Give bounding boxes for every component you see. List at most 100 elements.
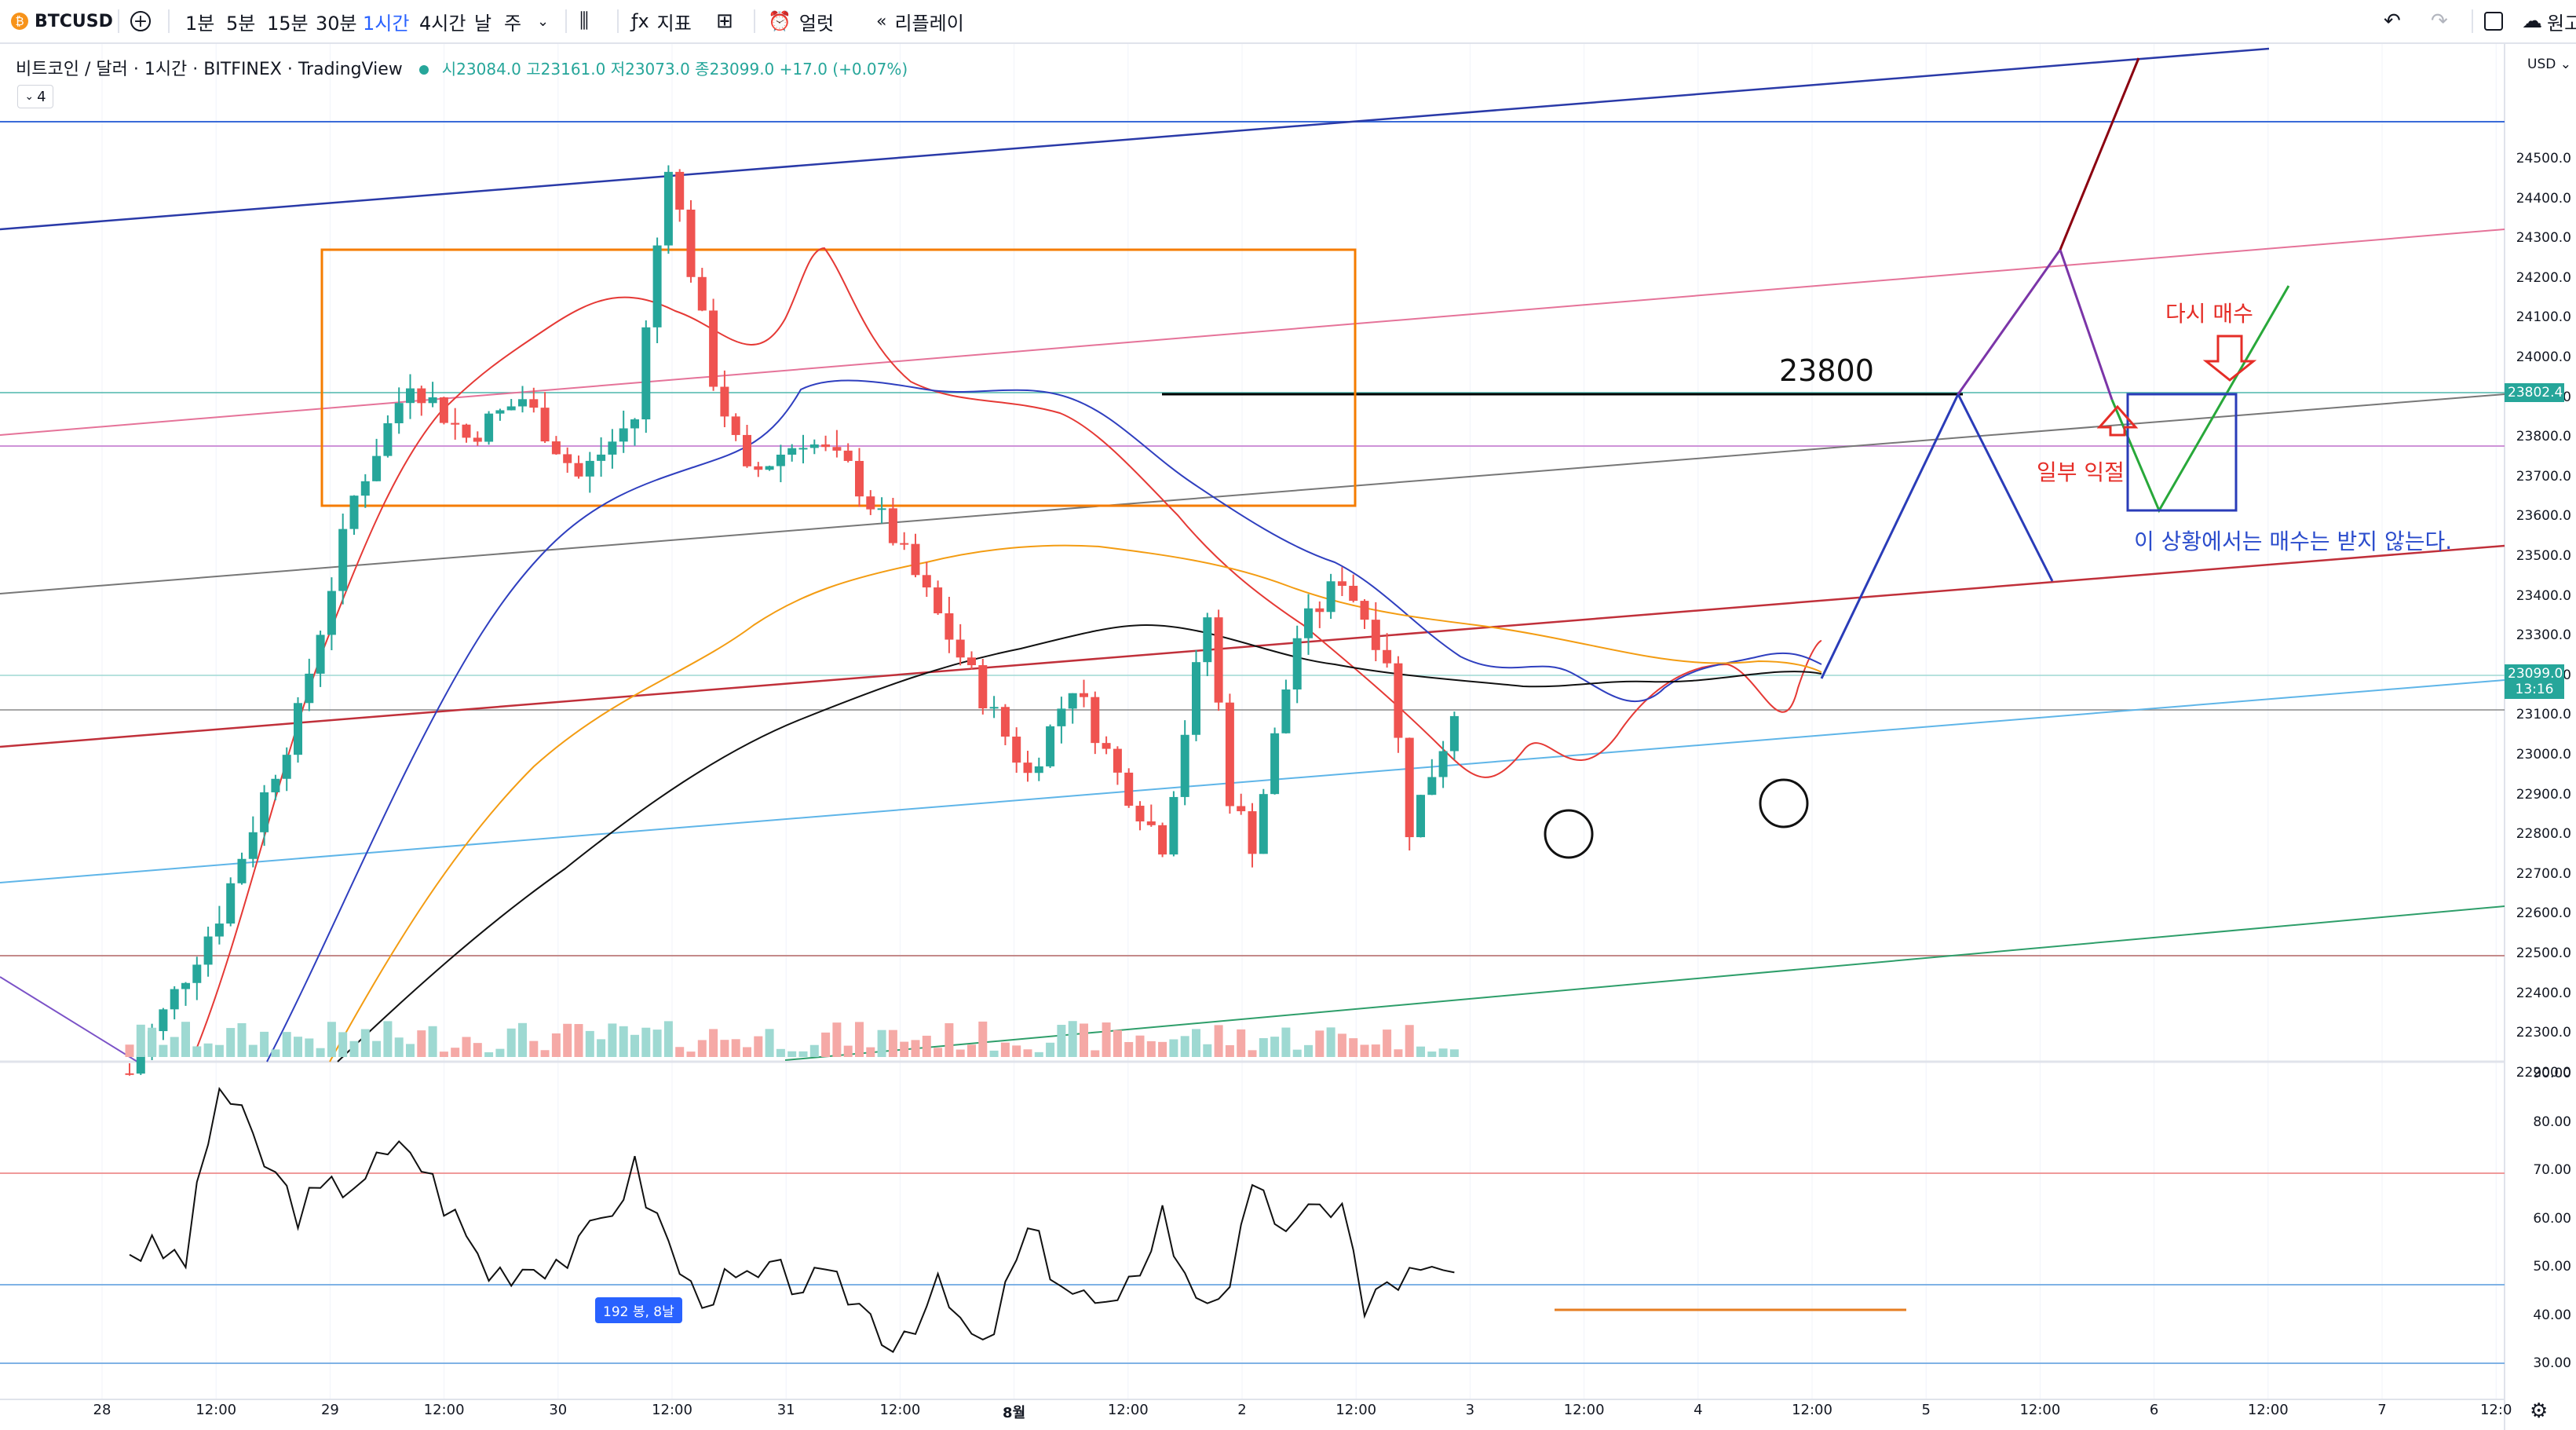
interval-week[interactable]: 주 — [504, 0, 521, 42]
volume-bar — [809, 1044, 819, 1057]
candle-body — [1449, 715, 1459, 752]
rebuy-label: 다시 매수 — [2165, 301, 2253, 327]
undo-button[interactable]: ↶ — [2384, 0, 2401, 42]
volume-bar — [955, 1049, 965, 1057]
alert-button[interactable]: ⏰ 얼럿 — [768, 0, 834, 42]
divider — [118, 9, 119, 33]
interval-1h[interactable]: 1시간 — [363, 0, 409, 42]
volume-bar — [406, 1044, 415, 1057]
chevron-down-icon: ⌄ — [2560, 57, 2571, 72]
volume-bar — [439, 1051, 448, 1057]
candle-body — [506, 406, 516, 411]
layout-button[interactable] — [2484, 0, 2503, 42]
candle-body — [798, 448, 808, 450]
volume-bar — [1192, 1029, 1200, 1057]
add-symbol-button[interactable]: + — [130, 0, 151, 42]
symbol-search[interactable]: ₿ BTCUSD — [11, 0, 113, 42]
volume-bar — [1416, 1046, 1425, 1057]
volume-bar — [866, 1047, 875, 1057]
volume-bar — [1383, 1030, 1392, 1057]
volume-bar — [1304, 1044, 1313, 1057]
currency-selector[interactable]: USD ⌄ — [2527, 57, 2571, 72]
time-axis-label: 12:00 — [652, 1402, 692, 1418]
volume-bar — [743, 1047, 751, 1057]
volume-bar — [462, 1037, 471, 1057]
volume-bar — [383, 1021, 393, 1057]
time-axis-label: 12:00 — [1336, 1402, 1377, 1418]
ohlc-values: 시23084.0 고23161.0 저23073.0 종23099.0 +17.… — [441, 60, 908, 79]
symbol-description[interactable]: 비트코인 / 달러 · 1시간 · BITFINEX · TradingView — [16, 60, 403, 79]
current-price-tag: 23099.0 13:16 — [2505, 664, 2564, 699]
time-axis-label: 30 — [549, 1402, 568, 1418]
volume-bar — [495, 1048, 505, 1057]
candle-body — [260, 792, 269, 832]
cloud-save-button[interactable]: ☁ 원고 — [2522, 0, 2576, 42]
interval-4h[interactable]: 4시간 — [419, 0, 466, 42]
time-axis-label: 29 — [320, 1402, 339, 1418]
volume-bar — [597, 1039, 606, 1057]
indicators-button[interactable]: ƒx 지표 — [631, 0, 692, 42]
interval-1m[interactable]: 1분 — [185, 0, 214, 42]
settings-gear-icon[interactable]: ⚙ — [2530, 1399, 2549, 1423]
replay-label: 리플레이 — [894, 12, 964, 35]
volume-bar — [1113, 1030, 1122, 1057]
price-axis-label: 22900.0 — [2516, 786, 2571, 803]
price-axis-label: 22500.0 — [2516, 945, 2571, 961]
candle-body — [697, 276, 707, 311]
candle-body — [1214, 617, 1223, 703]
rewind-icon: « — [876, 11, 887, 31]
redo-button[interactable]: ↷ — [2431, 0, 2448, 42]
templates-button[interactable]: ⊞ — [716, 0, 733, 42]
volume-bar — [608, 1023, 617, 1057]
candle-body — [945, 613, 954, 640]
candle-body — [787, 448, 797, 455]
time-axis-label: 4 — [1694, 1402, 1703, 1418]
candle-body — [720, 386, 729, 417]
candle-body — [574, 463, 583, 477]
candle-body — [1237, 806, 1246, 812]
low-circle-1 — [1544, 809, 1594, 859]
indicators-collapse-button[interactable]: ⌄ 4 — [17, 85, 53, 108]
candle-body — [1158, 825, 1167, 855]
trendline-purple — [0, 976, 138, 1062]
candle-body — [1180, 734, 1189, 797]
volume-bar — [686, 1051, 696, 1057]
currency-label: USD — [2527, 57, 2556, 72]
indicators-label: 지표 — [656, 12, 692, 35]
volume-bar — [934, 1048, 943, 1057]
price-axis-label: 24000.0 — [2516, 349, 2571, 365]
interval-5m[interactable]: 5분 — [226, 0, 255, 42]
candle-body — [1034, 766, 1043, 774]
volume-bar — [181, 1022, 190, 1057]
trendline-lightblue — [0, 679, 2505, 883]
chart-canvas[interactable] — [0, 44, 2576, 1430]
price-axis-label: 23000.0 — [2516, 747, 2571, 763]
volume-bar — [922, 1035, 931, 1057]
price-axis-label: 24300.0 — [2516, 230, 2571, 247]
candle-body — [978, 665, 988, 709]
candle-body — [383, 422, 393, 456]
volume-bar — [1427, 1051, 1437, 1057]
volume-bar — [1337, 1033, 1346, 1057]
candle-body — [776, 454, 785, 466]
grid — [101, 44, 2497, 1399]
chart-type-button[interactable]: ⫼ — [579, 0, 589, 42]
candle-body — [406, 388, 415, 404]
candle-body — [843, 450, 853, 461]
candle-body — [1394, 663, 1403, 738]
level-label: 23800 — [1779, 353, 1874, 388]
volume-bar — [428, 1026, 437, 1057]
replay-button[interactable]: « 리플레이 — [876, 0, 964, 42]
candle-body — [1192, 662, 1200, 735]
interval-day[interactable]: 날 — [474, 0, 491, 42]
candle-body — [821, 444, 831, 448]
ma-orange-line — [329, 544, 1822, 1062]
candle-body — [597, 454, 606, 461]
candle-body — [731, 416, 740, 435]
candle-body — [1427, 777, 1437, 795]
candle-body — [709, 310, 718, 387]
interval-dropdown[interactable]: ⌄ — [537, 0, 549, 42]
interval-15m[interactable]: 15분 — [267, 0, 309, 42]
volume-bar — [203, 1043, 213, 1057]
interval-30m[interactable]: 30분 — [316, 0, 357, 42]
